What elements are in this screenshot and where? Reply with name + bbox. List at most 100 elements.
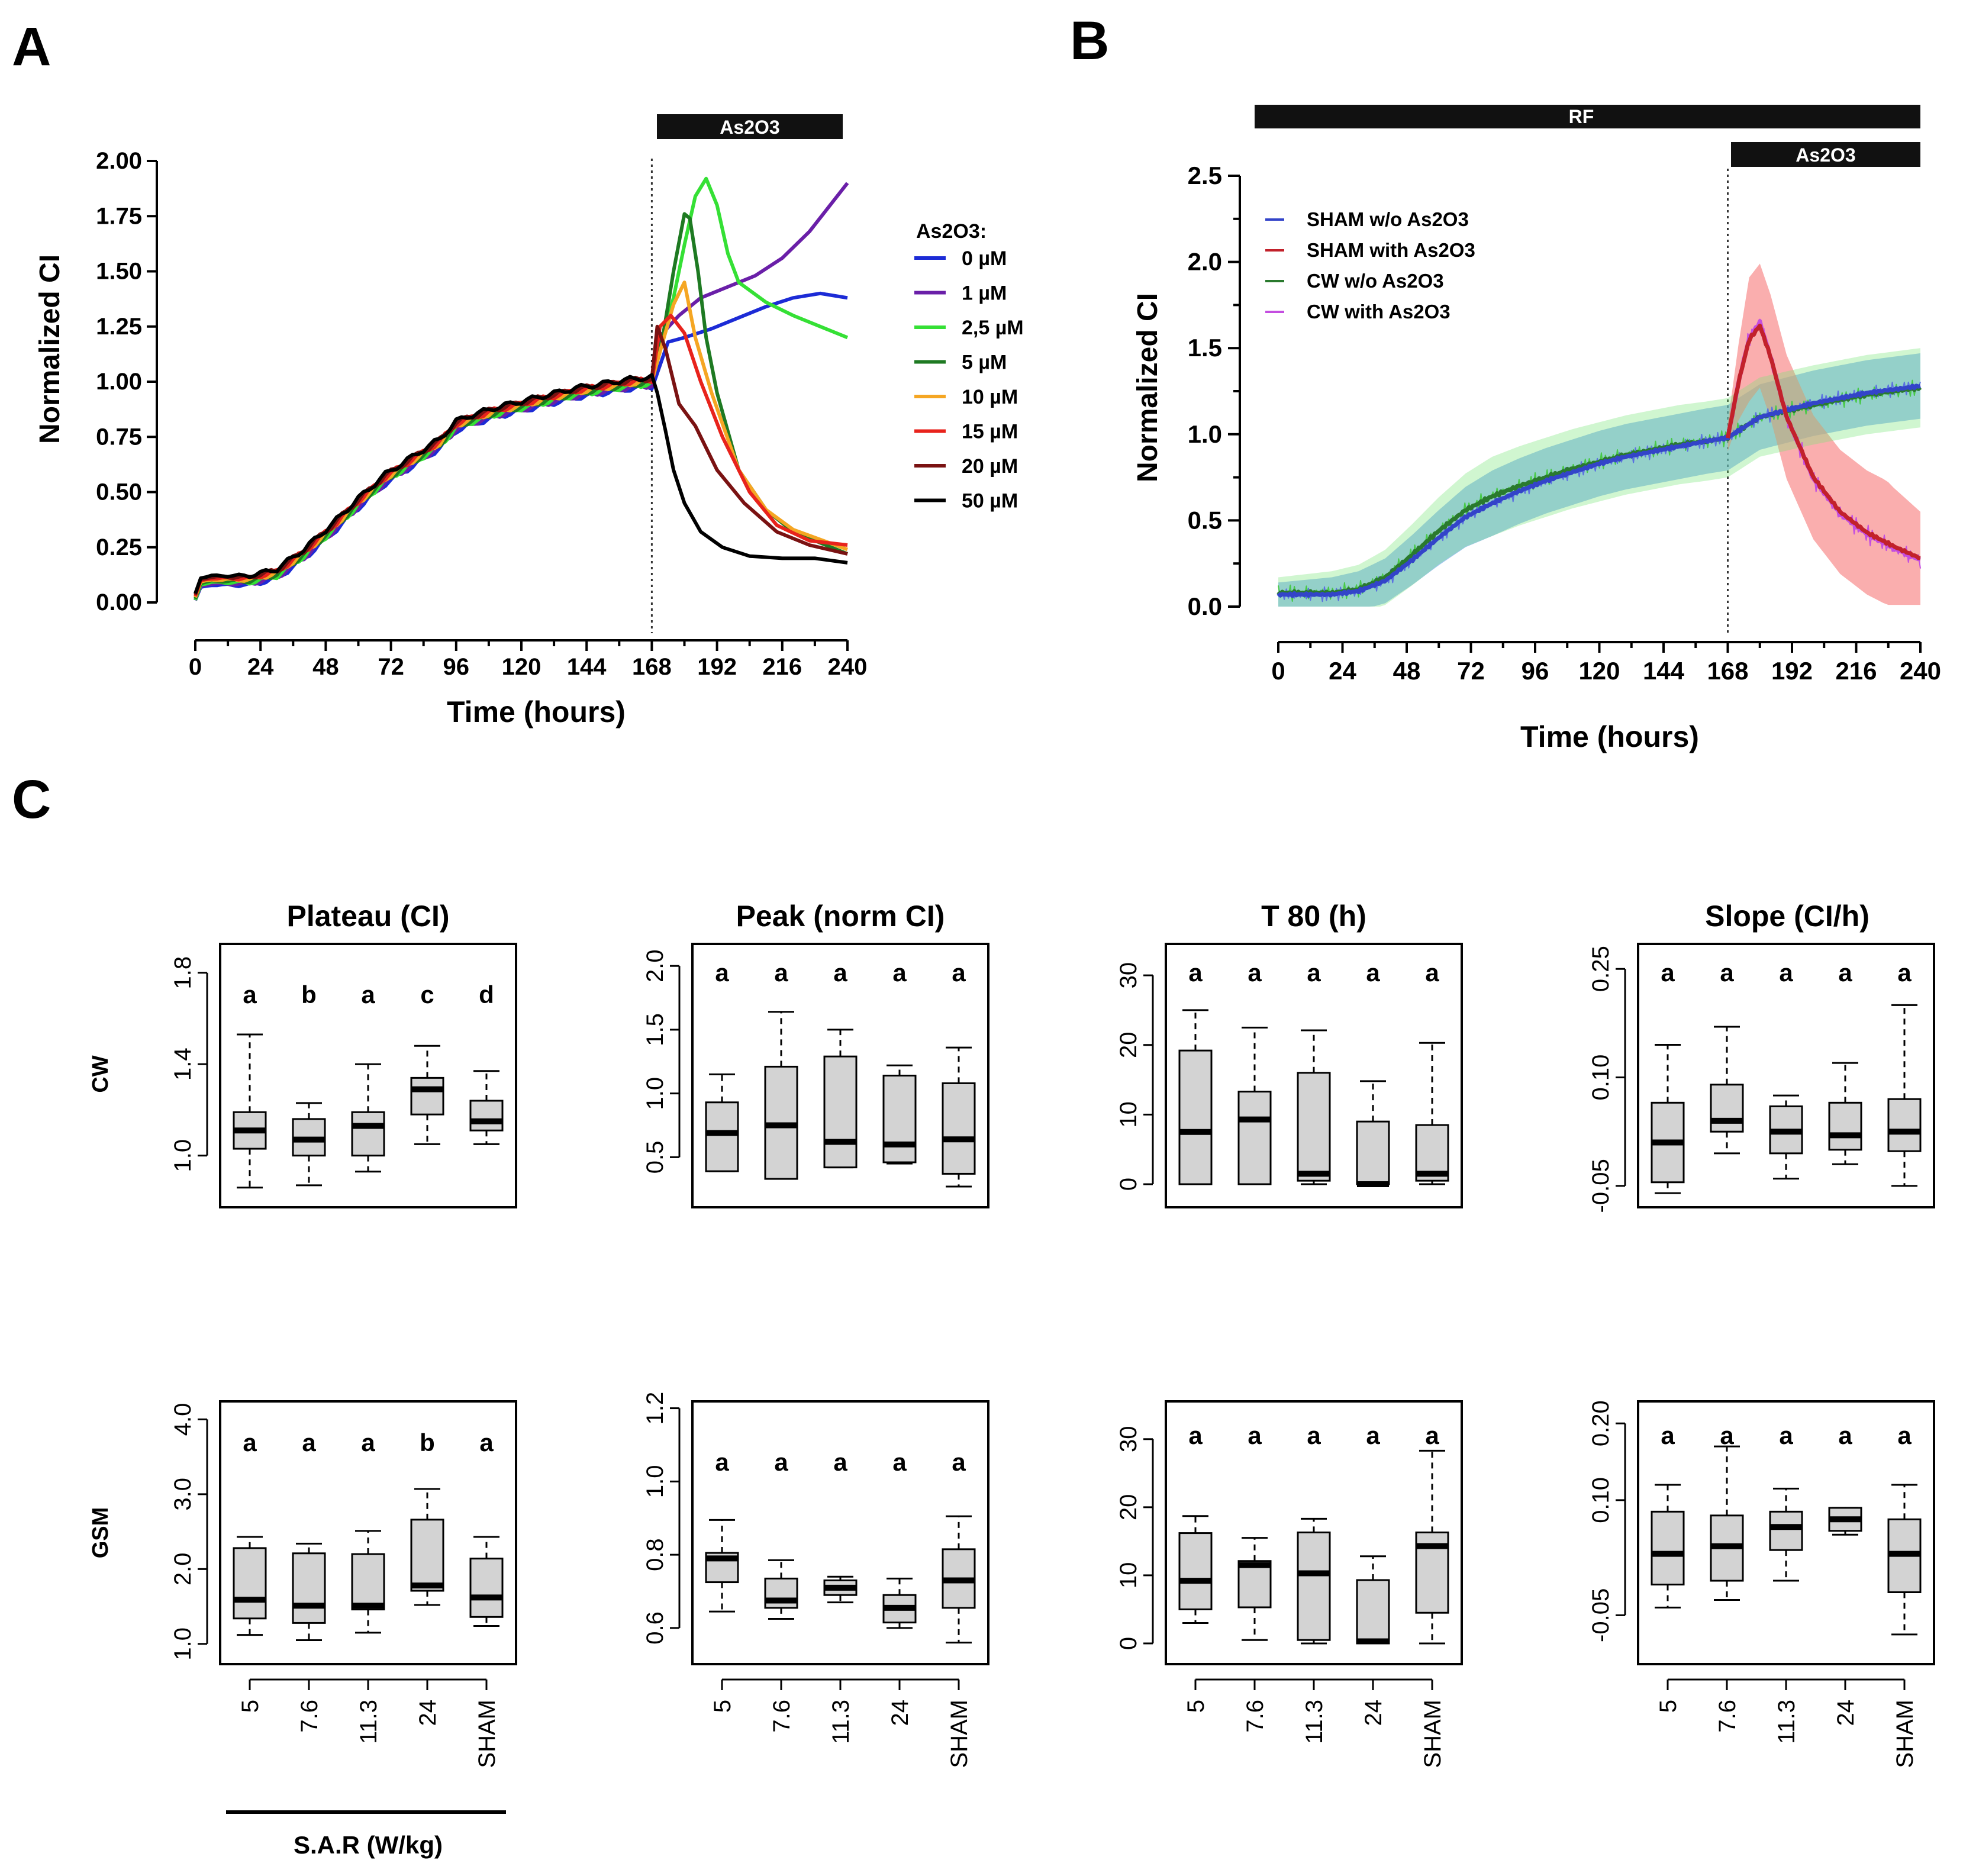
y-tick-label: 1.0: [642, 1465, 668, 1498]
plot-frame: [1165, 1400, 1463, 1665]
boxplot-panel: -0.05 0.10 0.25 a a a a a: [1588, 943, 1935, 1213]
x-tick-label: 24: [1361, 1700, 1387, 1726]
series-line-b: [1277, 383, 1921, 598]
x-tick-label: 5: [237, 1700, 263, 1713]
y-tick-label: 0.8: [642, 1538, 668, 1571]
x-tick-label-b: 96: [1522, 657, 1549, 685]
significance-letter: a: [302, 1429, 316, 1456]
series-line-a: [194, 281, 849, 598]
lines-b: [1277, 263, 1922, 607]
x-tick-label-b: 48: [1393, 657, 1421, 685]
x-tick-label-a: 216: [762, 654, 802, 680]
boxplot-panel: 0 10 20 30 a a a a a 5 7.6 11.3 24 SHAM: [1116, 1400, 1463, 1768]
col-title-3: T 80 (h): [1261, 900, 1366, 933]
x-tick-label: SHAM: [1892, 1700, 1918, 1768]
legend-label-b: SHAM with As2O3: [1307, 239, 1475, 261]
plot-frame: [1165, 943, 1463, 1208]
x-tick-label-b: 72: [1457, 657, 1485, 685]
y-tick-label: 1.2: [642, 1392, 668, 1425]
significance-letter: a: [1661, 1421, 1675, 1449]
x-tick-label: 5: [1655, 1700, 1681, 1713]
x-tick-label: 7.6: [1714, 1700, 1740, 1733]
plot-frame: [1637, 943, 1935, 1208]
significance-letter: b: [420, 1429, 435, 1456]
treatment-bar-label-b: As2O3: [1796, 144, 1855, 166]
y-tick-label-a: 0.25: [96, 534, 142, 560]
y-tick-label: 1.0: [170, 1139, 196, 1172]
y-tick-label-a: 1.75: [96, 203, 142, 229]
box: [1237, 1560, 1272, 1609]
y-tick-label-b: 0.0: [1188, 592, 1222, 620]
box: [292, 1552, 326, 1624]
y-tick-label: 3.0: [170, 1478, 196, 1511]
box: [1356, 1579, 1390, 1645]
rf-bar-b: [1255, 105, 1920, 128]
treatment-bar-a: [657, 114, 843, 139]
legend-label-a: 50 µM: [962, 490, 1018, 512]
box: [410, 1076, 444, 1116]
y-tick-label: 0.10: [1588, 1055, 1614, 1101]
rf-bar-label-b: RF: [1569, 106, 1594, 127]
significance-letter: a: [1425, 1421, 1439, 1449]
box: [1178, 1049, 1213, 1185]
significance-letter: a: [833, 1448, 847, 1476]
y-tick-label-a: 1.50: [96, 259, 142, 285]
y-tick-label-b: 1.0: [1188, 420, 1222, 448]
significance-letter: a: [1838, 959, 1852, 987]
y-tick-label-b: 2.5: [1188, 162, 1222, 189]
panel-b: B RF As2O3 Normalized CI Time (hours) 0.…: [1070, 11, 1941, 753]
box: [1297, 1531, 1331, 1641]
boxplot-panel: 1.0 2.0 3.0 4.0 a a a b a 5 7.6 11.3 24 SHAM: [170, 1400, 517, 1768]
x-tick-label-a: 48: [312, 654, 339, 680]
col-title-2: Peak (norm CI): [736, 900, 945, 933]
significance-letter: a: [1838, 1421, 1852, 1449]
legend-label-a: 5 µM: [962, 352, 1007, 374]
panel-letter-c: C: [12, 769, 51, 830]
lines-a: [194, 176, 849, 601]
legend-label-a: 20 µM: [962, 455, 1018, 478]
box: [1828, 1101, 1862, 1151]
significance-letter: a: [774, 1448, 788, 1476]
y-tick-label-a: 0.00: [96, 589, 142, 615]
y-tick-label: 0.5: [642, 1141, 668, 1174]
box: [469, 1100, 504, 1132]
series-line-a: [194, 176, 849, 601]
significance-letter: a: [892, 1448, 907, 1476]
plot-frame: [219, 943, 517, 1208]
x-tick-label-b: 120: [1578, 657, 1620, 685]
box: [1651, 1510, 1685, 1586]
panel-c: C Plateau (CI) Peak (norm CI) T 80 (h) S…: [12, 769, 1935, 1859]
y-tick-label: 4.0: [170, 1403, 196, 1436]
panel-letter-a: A: [12, 17, 51, 77]
significance-letter: a: [1307, 959, 1321, 987]
box: [351, 1111, 385, 1157]
x-tick-label: 11.3: [356, 1700, 382, 1744]
box: [942, 1082, 976, 1175]
significance-letter: a: [1188, 1421, 1203, 1449]
legend-a-items: 0 µM 1 µM 2,5 µM 5 µM 10 µM 15 µM 20 µM 50 µM: [914, 247, 1024, 512]
significance-letter: a: [1248, 959, 1262, 987]
y-tick-label: 10: [1116, 1101, 1142, 1128]
x-tick-label: 11.3: [1301, 1700, 1327, 1744]
legend-a: As2O3: 0 µM 1 µM 2,5 µM 5 µM 10 µM 15 µM 20 µM…: [914, 220, 1024, 512]
legend-label-a: 10 µM: [962, 386, 1018, 408]
treatment-bar-b: [1731, 142, 1920, 167]
x-tick-label: 5: [710, 1700, 736, 1713]
box: [1887, 1098, 1922, 1152]
series-line-a: [194, 182, 849, 601]
y-tick-label: 0.25: [1588, 946, 1614, 992]
plot-frame: [1637, 1400, 1935, 1665]
significance-letter: a: [952, 959, 966, 987]
significance-letter: a: [892, 959, 907, 987]
significance-letter: a: [361, 981, 375, 1008]
x-tick-label: SHAM: [946, 1700, 972, 1768]
y-tick-label: 2.0: [642, 949, 668, 982]
y-tick-label: 30: [1116, 1426, 1142, 1453]
y-tick-label: 1.5: [642, 1013, 668, 1046]
box: [882, 1075, 917, 1163]
y-tick-label: 1.0: [170, 1627, 196, 1661]
significance-letter: a: [1366, 1421, 1380, 1449]
legend-b: SHAM w/o As2O3 SHAM with As2O3 CW w/o As2O…: [1265, 208, 1475, 323]
y-tick-label: 0.10: [1588, 1477, 1614, 1523]
